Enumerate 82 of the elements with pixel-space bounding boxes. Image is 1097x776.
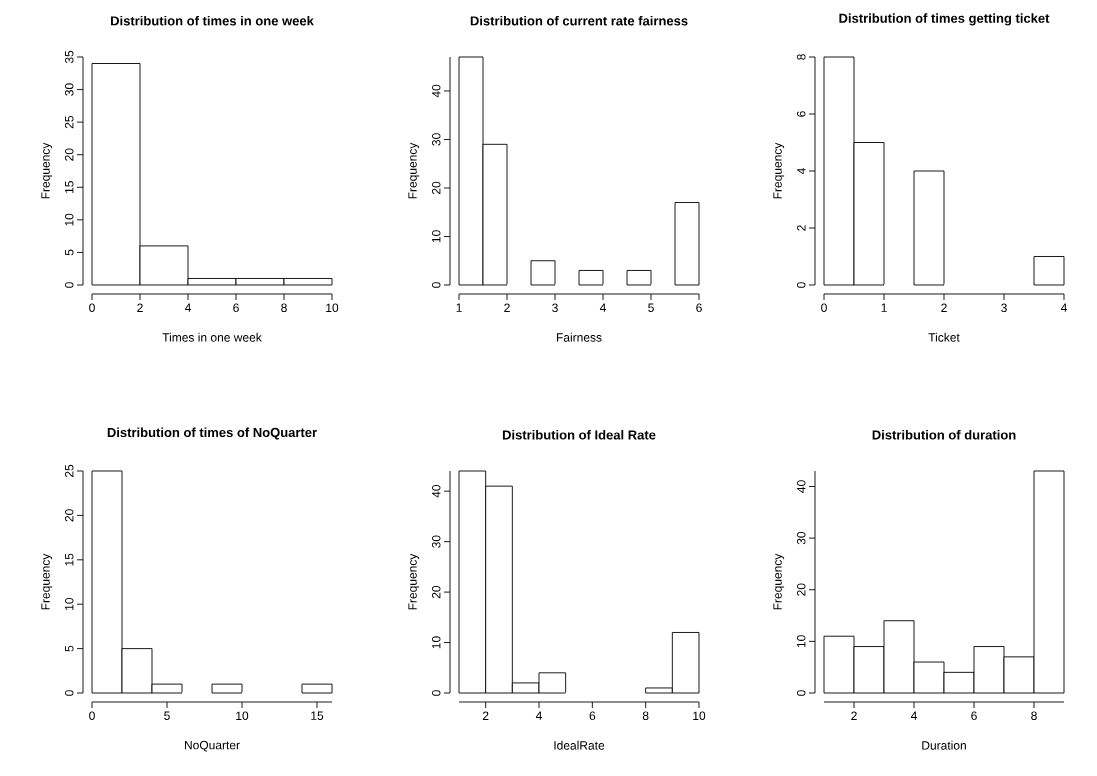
x-axis-title: Times in one week: [162, 332, 262, 342]
x-tick-label: 4: [1060, 303, 1067, 312]
x-tick-label: 4: [184, 303, 191, 312]
y-tick-label: 10: [64, 598, 74, 610]
y-axis-title: Frequency: [41, 553, 53, 610]
y-tick-label: 30: [797, 531, 806, 545]
y-tick-label: 5: [65, 645, 74, 652]
chart-title: Distribution of duration: [872, 429, 1016, 440]
y-tick-label: 20: [64, 148, 74, 161]
y-tick-label: 15: [65, 181, 74, 194]
y-tick-label: 20: [797, 583, 806, 596]
y-tick-label: 40: [797, 480, 806, 493]
x-tick-label: 0: [821, 303, 827, 313]
x-tick-label: 10: [693, 711, 706, 721]
x-tick-label: 0: [89, 711, 95, 721]
y-tick-label: 40: [431, 84, 441, 98]
y-tick-label: 30: [431, 535, 441, 548]
y-tick-label: 0: [431, 690, 441, 696]
x-tick-label: 0: [89, 303, 95, 313]
x-tick-label: 10: [326, 303, 339, 313]
y-axis-title: Frequency: [408, 553, 420, 610]
y-tick-label: 0: [431, 282, 441, 288]
x-tick-label: 5: [648, 303, 654, 312]
y-tick-label: 25: [64, 464, 74, 478]
x-tick-label: 6: [233, 303, 239, 313]
y-tick-label: 35: [64, 50, 74, 64]
y-tick-label: 8: [797, 54, 806, 60]
x-tick-label: 15: [311, 711, 324, 720]
y-tick-label: 4: [797, 168, 806, 175]
x-tick-label: 2: [504, 303, 510, 312]
x-tick-label: 10: [236, 711, 249, 721]
x-tick-label: 6: [589, 711, 596, 721]
x-axis-title: IdealRate: [554, 740, 605, 750]
y-tick-label: 40: [431, 484, 441, 498]
y-tick-label: 25: [64, 115, 74, 129]
x-tick-label: 8: [1031, 711, 1037, 721]
y-tick-label: 6: [797, 111, 806, 117]
x-tick-label: 3: [1001, 303, 1007, 313]
x-tick-label: 4: [599, 303, 606, 312]
y-axis-title: Frequency: [41, 142, 53, 199]
x-tick-label: 8: [642, 711, 649, 721]
y-tick-label: 0: [64, 690, 74, 696]
y-axis-title: Frequency: [773, 553, 785, 610]
chart-title: Distribution of times of NoQuarter: [107, 427, 317, 440]
y-tick-label: 20: [64, 509, 74, 522]
x-tick-label: 6: [971, 711, 977, 721]
x-tick-label: 6: [696, 303, 702, 313]
chart-title: Distribution of times getting ticket: [839, 13, 1050, 26]
y-tick-label: 15: [65, 553, 74, 566]
y-tick-label: 30: [431, 133, 441, 146]
chart-title: Distribution of times in one week: [111, 15, 314, 26]
x-tick-label: 3: [552, 303, 558, 313]
x-tick-label: 2: [851, 711, 857, 720]
x-tick-label: 2: [941, 303, 947, 312]
x-axis-title: Fairness: [556, 332, 602, 342]
x-axis-title: Duration: [922, 740, 966, 750]
y-tick-label: 30: [64, 83, 74, 96]
x-tick-label: 1: [456, 303, 462, 312]
y-tick-label: 20: [431, 585, 441, 599]
x-tick-label: 8: [281, 303, 287, 313]
x-tick-label: 2: [482, 711, 489, 720]
y-tick-label: 2: [797, 225, 806, 231]
x-axis-title: Ticket: [928, 332, 960, 342]
x-tick-label: 4: [910, 711, 917, 720]
y-tick-label: 10: [797, 635, 806, 648]
y-tick-label: 10: [431, 636, 441, 649]
y-tick-label: 0: [64, 282, 74, 288]
y-axis-title: Frequency: [773, 142, 785, 199]
x-tick-label: 5: [164, 711, 170, 720]
chart-title: Distribution of current rate fairness: [470, 15, 688, 26]
y-tick-label: 20: [431, 181, 441, 195]
x-tick-label: 1: [881, 303, 887, 312]
chart-title: Distribution of Ideal Rate: [502, 429, 656, 440]
x-tick-label: 4: [535, 711, 542, 720]
y-tick-label: 0: [797, 282, 806, 288]
x-tick-label: 2: [137, 303, 143, 312]
y-axis-title: Frequency: [408, 142, 420, 199]
y-tick-label: 0: [797, 690, 806, 696]
x-axis-title: NoQuarter: [184, 740, 240, 752]
y-tick-label: 5: [65, 249, 74, 256]
y-tick-label: 10: [64, 213, 74, 226]
y-tick-label: 10: [431, 230, 441, 243]
